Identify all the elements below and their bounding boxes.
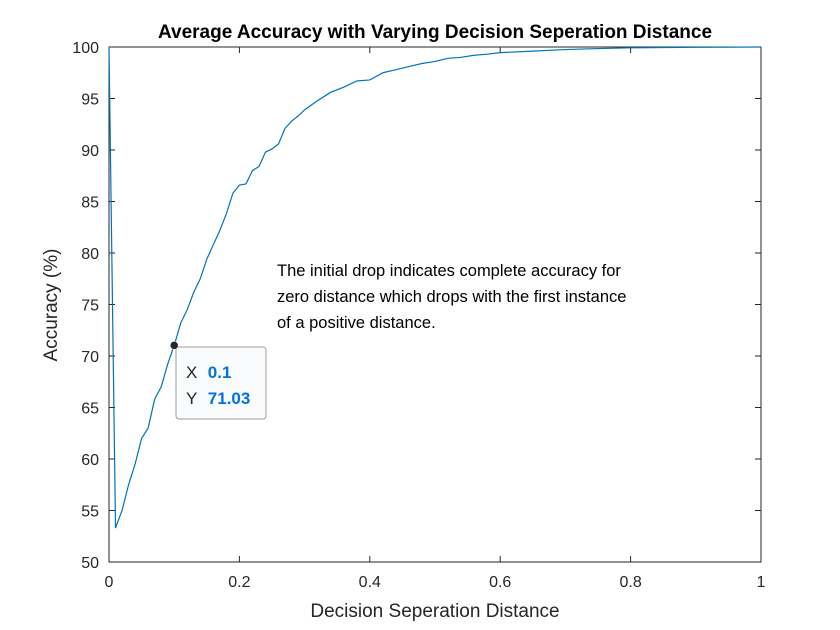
datatip-y-value: 71.03 (208, 389, 251, 408)
datatip-box (175, 346, 267, 420)
x-axis-label: Decision Seperation Distance (310, 601, 559, 622)
y-tick-label: 65 (81, 401, 99, 418)
datatip-x-key: X (186, 363, 197, 382)
datatip-x-value: 0.1 (208, 363, 232, 382)
y-tick-label: 75 (81, 298, 99, 315)
y-tick-label: 60 (81, 452, 99, 469)
datatip-marker[interactable] (169, 341, 179, 350)
x-tick-label: 0.6 (489, 574, 511, 591)
y-tick-label: 90 (81, 143, 99, 160)
accuracy-series-line (108, 46, 762, 529)
datatip-y-key: Y (186, 389, 197, 408)
y-tick-label: 95 (81, 92, 99, 109)
y-tick-label: 100 (72, 40, 99, 57)
datatip-x-row: X 0.1 (186, 363, 231, 382)
x-tick-label: 0.4 (359, 574, 381, 591)
plot-area (108, 46, 762, 563)
x-tick-label: 0.2 (228, 574, 250, 591)
y-tick-label: 50 (81, 555, 99, 572)
y-axis-label: Accuracy (%) (41, 249, 62, 362)
annotation-line-2: zero distance which drops with the first… (277, 288, 626, 306)
y-tick-label: 70 (81, 349, 99, 366)
y-tick-label: 55 (81, 504, 99, 521)
annotation-line-1: The initial drop indicates complete accu… (277, 262, 621, 280)
x-axis-ticks: 0 0.2 0.4 0.6 0.8 1 (105, 47, 766, 591)
y-axis-ticks: 50 55 60 65 70 75 80 85 90 95 100 (72, 40, 761, 572)
x-tick-label: 0.8 (619, 574, 641, 591)
datatip[interactable]: X 0.1 Y 71.03 (169, 341, 267, 420)
y-tick-label: 85 (81, 195, 99, 212)
annotation-line-3: of a positive distance. (277, 314, 436, 332)
x-tick-label: 1 (757, 574, 766, 591)
y-tick-label: 80 (81, 246, 99, 263)
x-tick-label: 0 (105, 574, 114, 591)
datatip-y-row: Y 71.03 (186, 389, 250, 408)
chart-title: Average Accuracy with Varying Decision S… (158, 22, 712, 43)
